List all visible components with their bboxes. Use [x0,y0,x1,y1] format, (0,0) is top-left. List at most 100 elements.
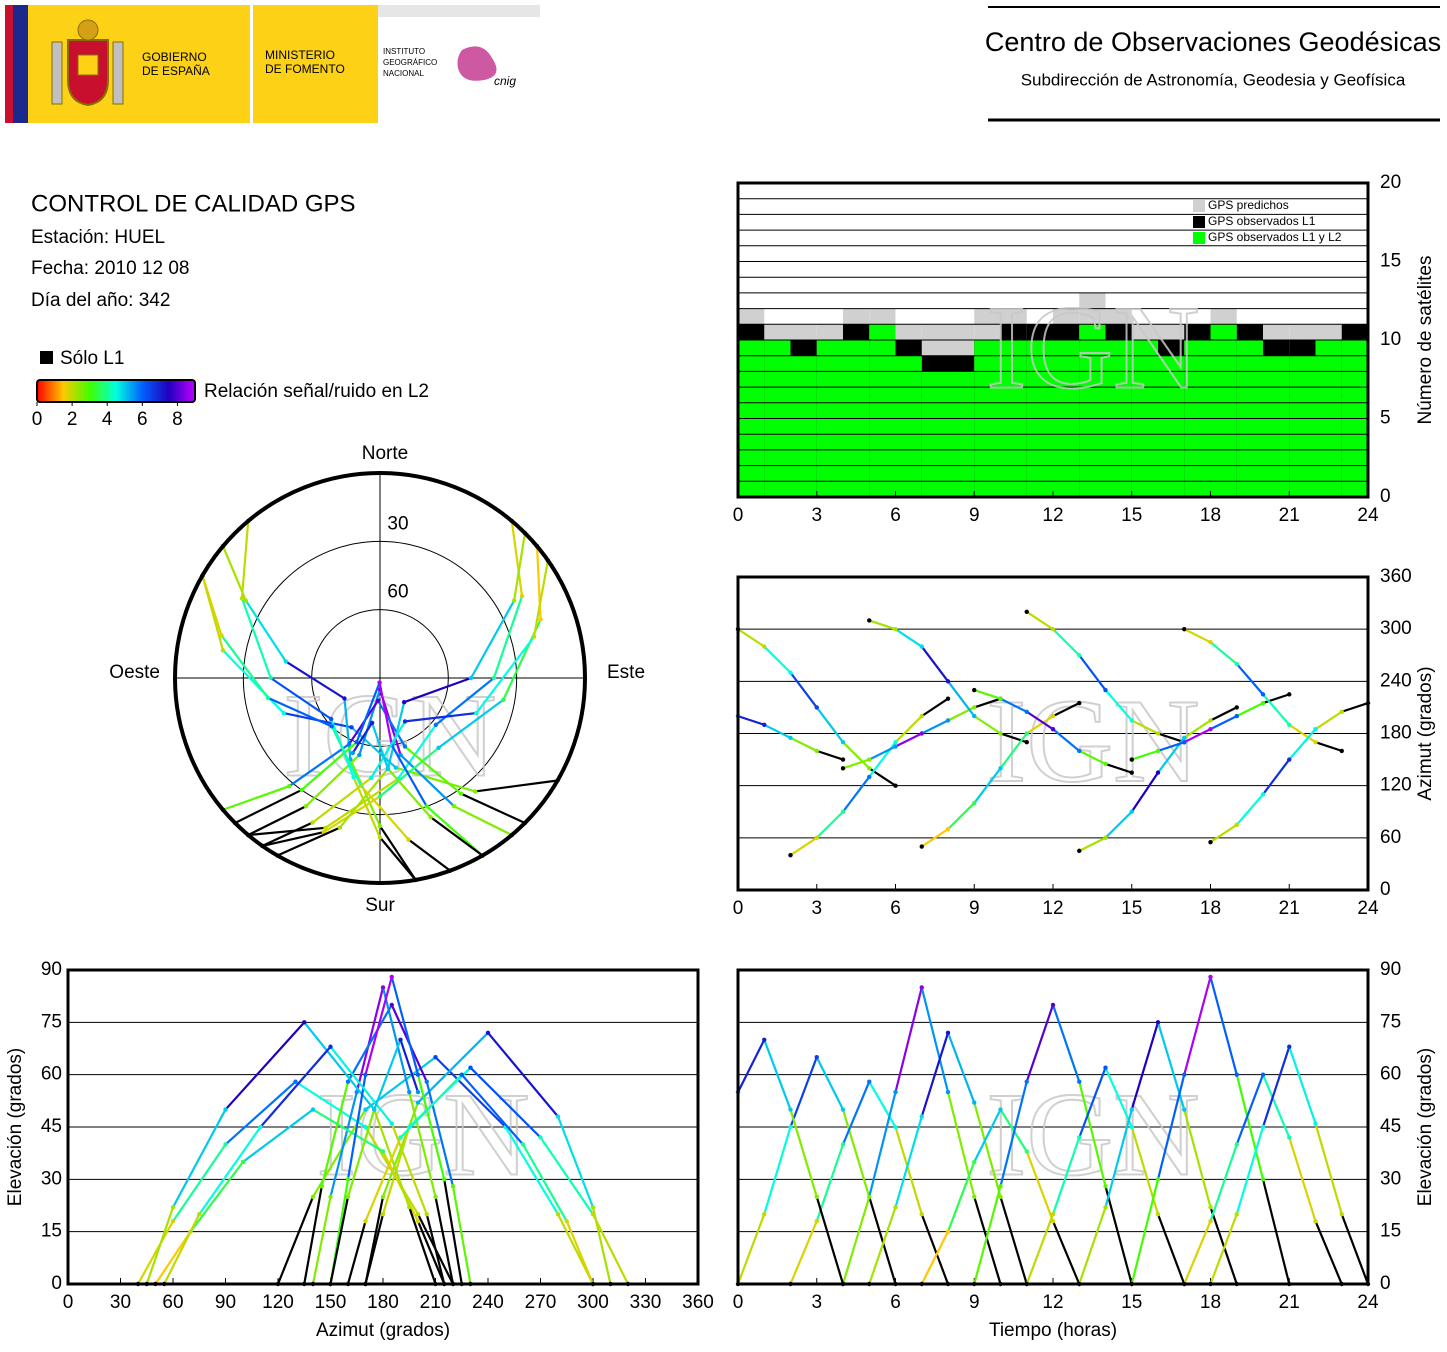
track-segment [920,1032,950,1117]
track-segment [329,1091,358,1198]
track-segment [303,1186,323,1285]
track-segment [346,1109,376,1198]
track-segment [172,1143,227,1222]
track-segment [1025,1213,1055,1285]
track-segment [1078,749,1106,765]
track-point [814,1055,819,1060]
track-segment [346,1220,367,1285]
x-tick-label: 90 [215,1292,236,1313]
report-title: CONTROL DE CALIDAD GPS [31,190,356,217]
y-tick-label: 60 [1380,1064,1401,1085]
track-segment [1261,1046,1291,1128]
y-tick-label: 60 [1380,827,1401,848]
polar-frame [173,471,587,885]
x-tick-label: 210 [420,1292,452,1313]
track-point [310,1107,316,1112]
track-point [788,735,793,741]
track-segment [895,732,923,748]
track-point [1182,1107,1187,1112]
x-tick-label: 0 [733,1292,744,1313]
track-segment [324,778,399,829]
track-segment [311,1196,332,1285]
track-point [287,783,292,789]
only-l1-label: Sólo L1 [60,348,124,369]
y-tick-label: 0 [51,1273,62,1294]
track-segment [404,745,462,795]
track-segment [1183,1220,1212,1285]
polar-ring-label: 60 [387,582,408,603]
track-point [1077,653,1082,658]
track-segment [460,1073,524,1146]
track-point [239,596,245,601]
track-point [1287,1135,1292,1140]
track-point [814,835,819,841]
track-segment [381,1102,420,1198]
track-segment [539,1136,594,1215]
track-segment [355,987,385,1093]
polar-ring-label: 30 [387,513,408,534]
track-segment [311,776,372,824]
track-segment [242,1108,314,1163]
track-point [1155,748,1161,754]
y-tick-label: 75 [41,1011,62,1032]
track-segment [364,976,393,1075]
track-segment [1104,1109,1133,1208]
track-point [402,719,408,724]
plot-frame [736,181,1370,499]
track-point [415,1089,421,1095]
bar [895,355,922,497]
legend-swatch [1193,232,1205,244]
logo-text: cnig [494,74,516,88]
track-point [442,1177,447,1182]
bar [1210,324,1237,497]
track-point [363,1124,368,1130]
track-segment [259,1046,332,1128]
track-point [424,804,429,809]
track-point [170,1219,176,1224]
track-point [1077,848,1082,854]
track-segment [355,682,381,743]
y-tick-label: 0 [1380,1273,1391,1294]
x-tick-label: 3 [811,505,822,526]
track-segment [973,715,1002,735]
track-point [415,1212,421,1217]
colorbar-label: Relación señal/ruido en L2 [204,381,429,402]
track-point [814,748,819,754]
y-tick-label: 45 [1380,1116,1401,1137]
track-segment [920,645,949,682]
x-tick-label: 15 [1121,505,1142,526]
track-point [972,705,977,710]
track-segment [565,1220,595,1285]
track-point [1024,739,1029,745]
track-segment [815,706,844,743]
track-point [1182,735,1187,741]
y-tick-label: 15 [41,1221,62,1242]
track-segment [1235,1074,1265,1180]
track-point [351,774,356,780]
track-segment [470,600,516,679]
track-point [1234,661,1239,667]
track-point [1050,626,1056,632]
x-tick-label: 0 [63,1292,74,1313]
track-point [1024,1149,1029,1154]
track-point [840,1107,846,1112]
track-segment [842,741,871,770]
track-point [468,1065,473,1070]
track-point [511,598,517,603]
watermark: IGN [986,281,1199,414]
logo-text: DE ESPAÑA [142,64,210,78]
track-segment [1157,741,1185,752]
track-segment [1131,749,1159,761]
track-segment [399,754,455,808]
track-point [319,1184,324,1189]
track-segment [240,597,272,679]
track-segment [224,1080,297,1146]
x-tick-label: 240 [472,1292,504,1313]
x-tick-label: 3 [811,1292,822,1313]
track-point [1208,839,1213,845]
track-point [1129,1107,1134,1112]
track-point [293,1079,298,1084]
track-segment [261,821,314,847]
track-segment [946,1032,976,1103]
direction-label: Norte [362,443,408,464]
